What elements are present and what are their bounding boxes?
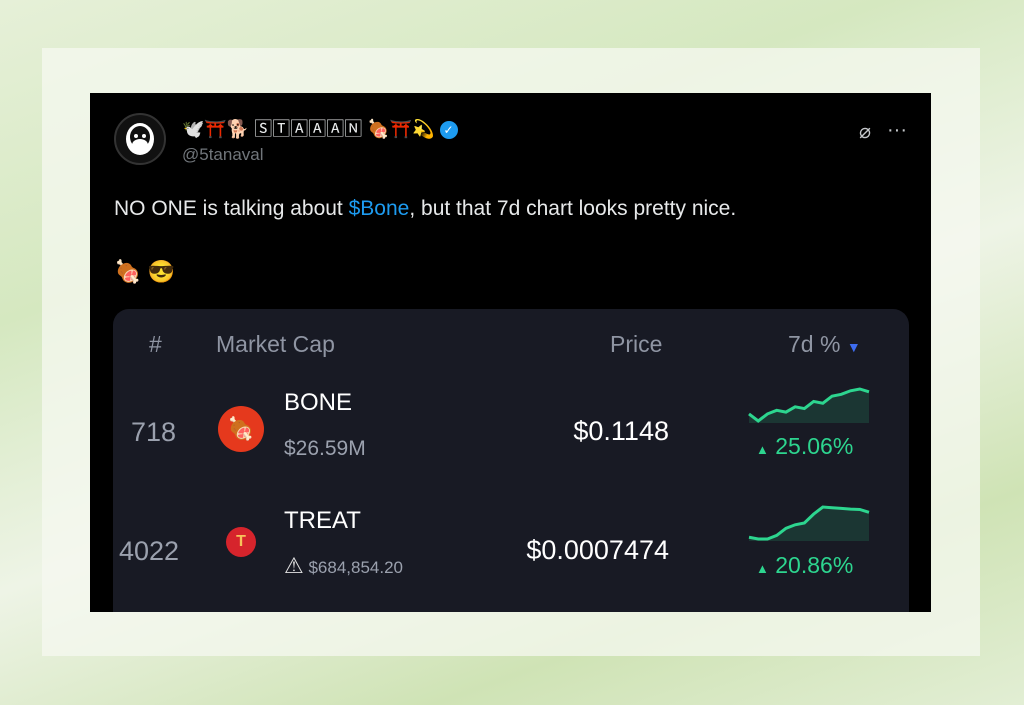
more-icon[interactable]: ··· bbox=[887, 119, 907, 141]
tweet-text: NO ONE is talking about $Bone, but that … bbox=[114, 197, 736, 221]
grok-icon[interactable]: ⌀ bbox=[858, 121, 872, 143]
bone-logo-icon: 🍖 bbox=[218, 406, 264, 452]
sparkline-chart bbox=[748, 387, 870, 423]
market-cap: ⚠ $684,854.20 bbox=[284, 553, 403, 579]
symbol: TREAT bbox=[284, 507, 361, 534]
change-value: 25.06% bbox=[775, 433, 854, 459]
display-name-text: 🕊️⛩️🐕 🅂🅃🄰🄰🄰🄽 🍖⛩️💫 bbox=[182, 119, 435, 139]
treat-logo-icon: T bbox=[226, 527, 256, 557]
cashtag-link[interactable]: $Bone bbox=[348, 197, 410, 220]
warning-icon: ⚠ bbox=[284, 553, 304, 578]
header-7d-label: 7d % bbox=[788, 331, 841, 357]
crypto-table-image: # Market Cap Price 7d % ▼ 718 🍖 BONE $26… bbox=[113, 309, 909, 612]
handle[interactable]: @5tanaval bbox=[182, 145, 264, 164]
price: $0.1148 bbox=[573, 416, 669, 446]
sparkline-line bbox=[748, 387, 870, 423]
gorilla-icon bbox=[126, 123, 154, 155]
symbol: BONE bbox=[284, 389, 353, 416]
header-price: Price bbox=[610, 331, 663, 357]
up-arrow-icon: ▲ bbox=[756, 442, 769, 457]
header-7d-change: 7d % ▼ bbox=[788, 331, 861, 358]
text-part: NO ONE is talking about bbox=[114, 197, 349, 220]
up-arrow-icon: ▲ bbox=[756, 561, 769, 576]
sort-down-icon: ▼ bbox=[846, 339, 861, 355]
header-rank: # bbox=[149, 331, 162, 357]
price: $0.0007474 bbox=[526, 535, 669, 565]
avatar[interactable] bbox=[114, 113, 166, 165]
verified-badge-icon: ✓ bbox=[439, 121, 458, 140]
sparkline-area bbox=[749, 507, 869, 541]
change-7d: ▲ 25.06% bbox=[756, 433, 853, 460]
text-part: , but that 7d chart looks pretty nice. bbox=[409, 197, 737, 220]
tweet-card: 🕊️⛩️🐕 🅂🅃🄰🄰🄰🄽 🍖⛩️💫 ✓ @5tanaval ⌀ ··· NO ON… bbox=[90, 93, 931, 612]
market-cap: $26.59M bbox=[284, 437, 366, 460]
market-cap-value: $684,854.20 bbox=[308, 558, 404, 577]
tweet-emojis: 🍖 😎 bbox=[114, 259, 175, 284]
sparkline-chart bbox=[748, 505, 870, 541]
rank: 4022 bbox=[119, 536, 180, 566]
change-7d: ▲ 20.86% bbox=[756, 552, 853, 579]
sparkline-line bbox=[748, 505, 870, 541]
rank: 718 bbox=[131, 417, 177, 447]
header-market-cap: Market Cap bbox=[216, 331, 335, 357]
change-value: 20.86% bbox=[775, 552, 854, 578]
display-name[interactable]: 🕊️⛩️🐕 🅂🅃🄰🄰🄰🄽 🍖⛩️💫 ✓ bbox=[182, 115, 458, 141]
